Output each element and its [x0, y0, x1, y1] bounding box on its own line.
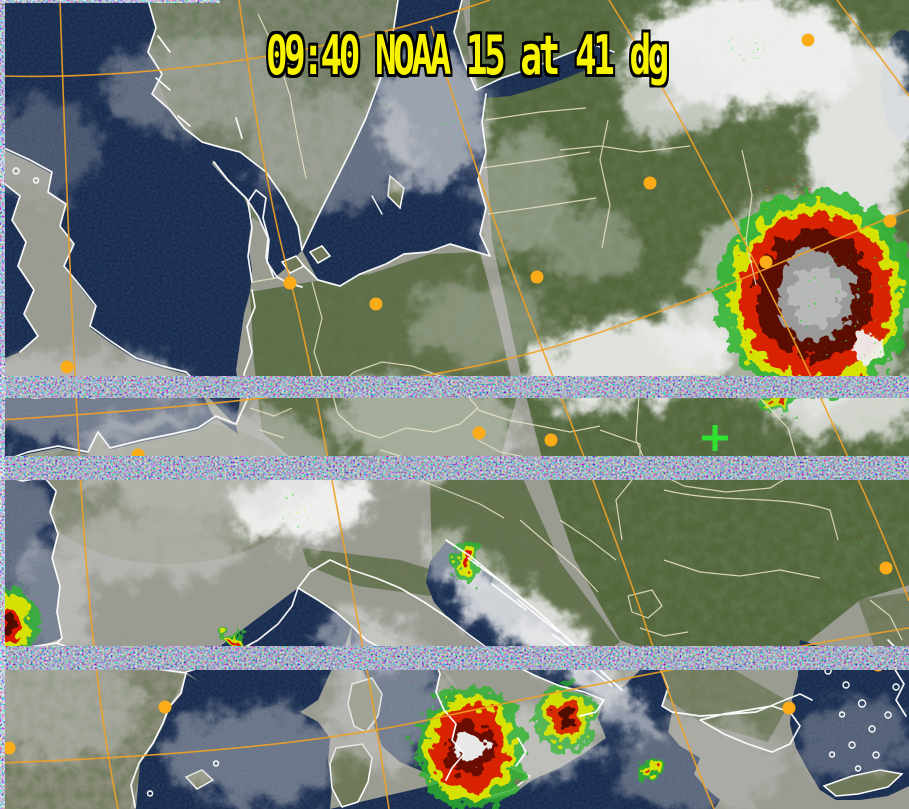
noise-band-white-speckle [0, 376, 909, 398]
city-marker [2, 741, 16, 755]
edge-noise-strip [0, 0, 220, 3]
graticule-line [836, 0, 909, 97]
aegean-islands [824, 667, 900, 772]
city-marker [879, 561, 893, 575]
city-marker [801, 33, 815, 47]
city-marker [472, 426, 486, 440]
croatia-coastline [445, 539, 623, 691]
edge-noise-layer [0, 0, 220, 809]
noise-band-white-speckle [0, 646, 909, 670]
small-islands [12, 167, 383, 797]
city-marker [544, 433, 558, 447]
graticule-line [430, 25, 715, 809]
title-overlay: 09:40 NOAA 15 at 41 dg [266, 26, 669, 88]
city-marker [60, 360, 74, 374]
graticule-line [0, 209, 909, 421]
city-marker [283, 276, 297, 290]
city-marker [759, 255, 773, 269]
graticule-line [238, 0, 390, 809]
city-marker [158, 700, 172, 714]
france-north-coastline [0, 415, 237, 463]
city-marker [883, 214, 897, 228]
city-marker [369, 297, 383, 311]
edge-noise-strip [0, 0, 5, 809]
skagerrak-kattegat-coastline [213, 145, 303, 279]
city-marker [782, 701, 796, 715]
noise-bands-layer [0, 376, 909, 670]
borders-north [257, 13, 757, 286]
graticule-line [0, 0, 491, 78]
cross-marker [702, 425, 728, 451]
noise-band-white-speckle [0, 456, 909, 480]
cross-arm-vertical [712, 425, 718, 451]
denmark-coastline [247, 189, 303, 288]
graticule-line [608, 0, 909, 602]
sweden-baltic-coastline [301, 0, 615, 287]
norway-coastline [147, 0, 243, 147]
city-marker [530, 270, 544, 284]
city-marker [643, 176, 657, 190]
